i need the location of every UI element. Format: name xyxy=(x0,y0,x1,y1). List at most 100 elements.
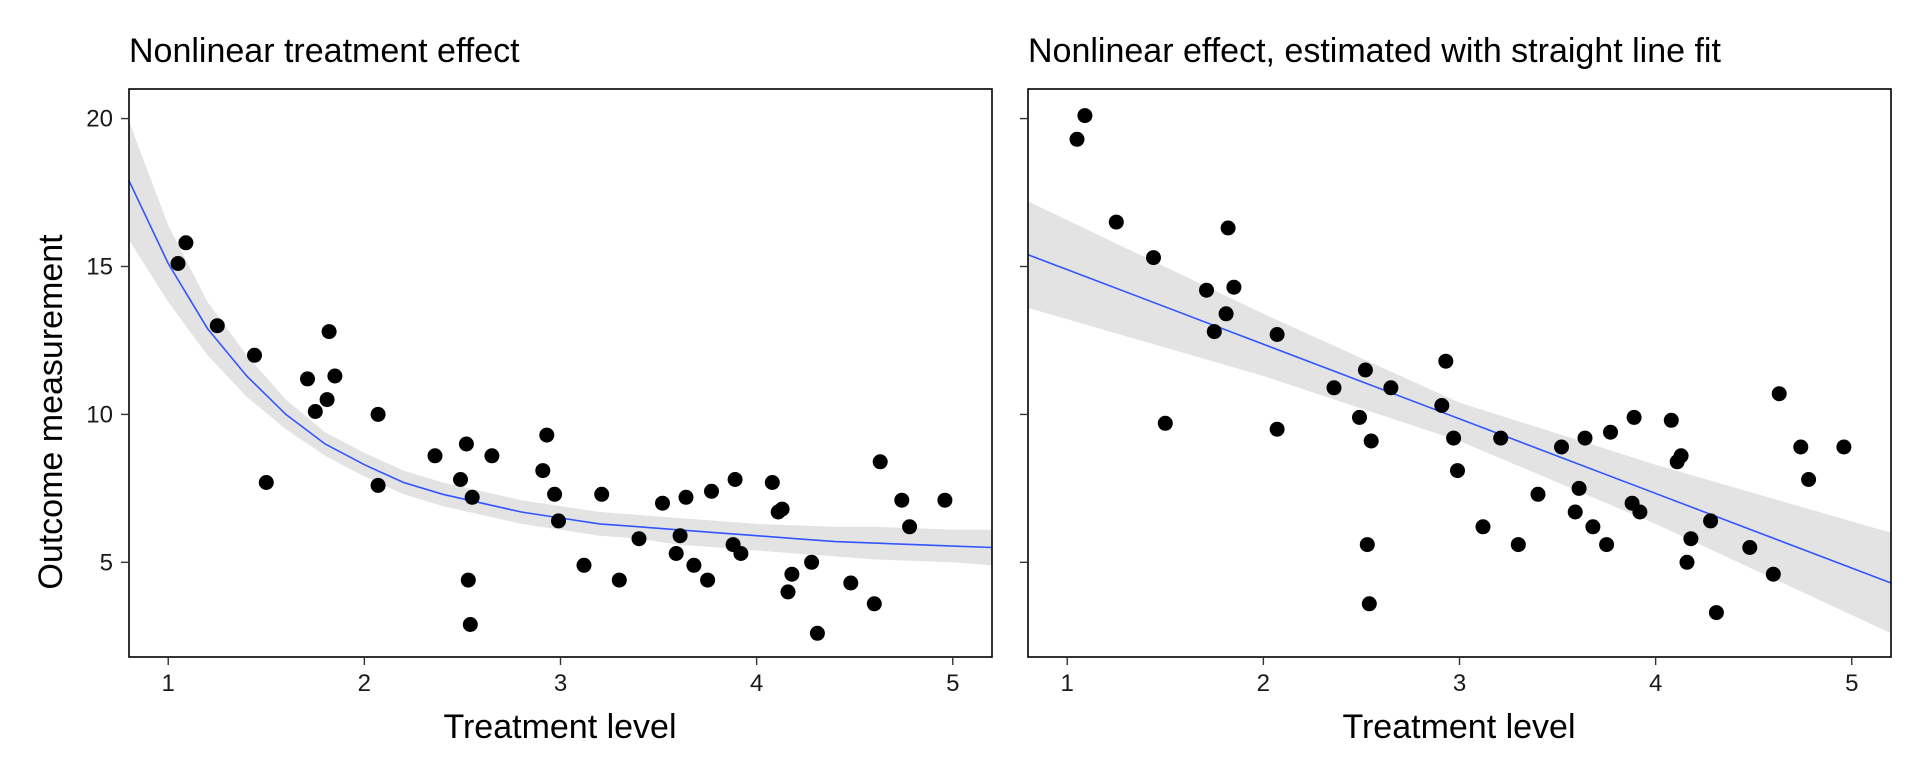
x-tick-label: 1 xyxy=(1061,670,1074,697)
confidence-band-right xyxy=(1028,201,1891,634)
data-point xyxy=(704,483,719,499)
data-point xyxy=(686,557,702,573)
data-point xyxy=(1226,279,1242,295)
data-point xyxy=(1626,409,1642,425)
data-point xyxy=(1673,448,1689,464)
data-point xyxy=(1352,409,1367,425)
points-left xyxy=(170,235,953,641)
x-tick-label: 2 xyxy=(358,670,371,697)
x-tick-label: 5 xyxy=(1845,670,1858,697)
data-point xyxy=(866,596,882,612)
data-point xyxy=(809,625,825,641)
data-point xyxy=(321,324,337,340)
data-point xyxy=(1793,439,1809,455)
x-tick-label: 3 xyxy=(1453,670,1466,697)
data-point xyxy=(1218,306,1234,322)
x-ticks-right: 1 2 3 4 5 xyxy=(1061,657,1858,697)
x-ticks-left: 1 2 3 4 5 xyxy=(162,657,959,697)
y-tick-label: 15 xyxy=(86,254,113,281)
data-point xyxy=(453,472,468,487)
chart-title-left: Nonlinear treatment effect xyxy=(129,32,520,70)
x-tick-label: 1 xyxy=(162,670,175,697)
data-point xyxy=(1450,463,1465,479)
data-point xyxy=(1742,540,1758,555)
data-point xyxy=(733,546,749,561)
data-point xyxy=(1771,386,1787,402)
y-ticks-left: 5 10 15 20 xyxy=(86,106,129,576)
data-point xyxy=(1069,131,1085,147)
data-point xyxy=(1577,430,1593,446)
x-axis-title-left: Treatment level xyxy=(443,708,676,746)
data-point xyxy=(1567,504,1583,520)
y-tick-label: 20 xyxy=(86,106,113,133)
chart-panel-left: Nonlinear treatment effect 1 2 3 4 5 5 10 15 20… xyxy=(86,32,993,746)
data-point xyxy=(937,492,953,508)
x-tick-label: 3 xyxy=(554,670,567,697)
data-point xyxy=(551,513,566,529)
y-ticks-right xyxy=(1020,117,1028,564)
data-point xyxy=(872,454,888,470)
data-point xyxy=(1359,537,1375,553)
data-point xyxy=(780,584,796,600)
data-point xyxy=(1801,472,1817,487)
data-point xyxy=(370,406,386,422)
data-point xyxy=(1077,108,1093,124)
data-point xyxy=(539,427,555,443)
data-point xyxy=(547,486,563,502)
fit-line xyxy=(1027,253,1892,584)
data-point xyxy=(462,617,478,632)
data-point xyxy=(843,575,859,591)
data-point xyxy=(300,371,315,387)
data-point xyxy=(774,501,790,517)
data-point xyxy=(1383,380,1399,396)
y-axis-title: Outcome measurement xyxy=(32,234,70,590)
x-tick-label: 5 xyxy=(946,670,959,697)
data-point xyxy=(1108,214,1124,230)
data-point xyxy=(1836,439,1852,455)
data-point xyxy=(655,495,670,511)
data-point xyxy=(209,318,225,334)
chart-title-right: Nonlinear effect, estimated with straigh… xyxy=(1028,32,1721,70)
points-right xyxy=(1069,108,1852,621)
data-point xyxy=(804,554,820,570)
data-point xyxy=(460,572,476,588)
data-point xyxy=(258,475,274,490)
data-point xyxy=(484,448,500,464)
data-point xyxy=(1663,412,1679,428)
data-point xyxy=(1146,250,1161,266)
data-point xyxy=(727,472,743,487)
data-point xyxy=(672,528,688,544)
data-point xyxy=(370,477,386,493)
y-tick-label: 5 xyxy=(100,549,113,576)
chart-panel-right: Nonlinear effect, estimated with straigh… xyxy=(1020,32,1892,746)
data-point xyxy=(1530,486,1546,502)
data-point xyxy=(1199,282,1214,298)
data-point xyxy=(1510,537,1526,553)
data-point xyxy=(1434,398,1450,413)
data-point xyxy=(1220,220,1236,236)
data-point xyxy=(427,448,443,464)
data-point xyxy=(247,347,262,363)
y-tick-label: 10 xyxy=(86,401,113,428)
data-point xyxy=(327,368,343,384)
confidence-band xyxy=(1028,201,1891,634)
x-tick-label: 4 xyxy=(750,670,763,697)
data-point xyxy=(1683,531,1699,547)
data-point xyxy=(464,489,480,505)
data-point xyxy=(1269,327,1285,342)
data-point xyxy=(894,492,910,508)
data-point xyxy=(668,546,684,561)
data-point xyxy=(1446,430,1462,446)
data-point xyxy=(678,489,694,505)
fit-line-right xyxy=(1027,253,1892,584)
data-point xyxy=(1363,433,1379,449)
data-point xyxy=(1679,554,1695,570)
x-tick-label: 4 xyxy=(1649,670,1662,697)
data-point xyxy=(1157,415,1173,431)
data-point xyxy=(611,572,627,588)
data-point xyxy=(1269,421,1285,437)
data-point xyxy=(594,486,610,502)
data-point xyxy=(178,235,194,251)
data-point xyxy=(1571,480,1587,496)
